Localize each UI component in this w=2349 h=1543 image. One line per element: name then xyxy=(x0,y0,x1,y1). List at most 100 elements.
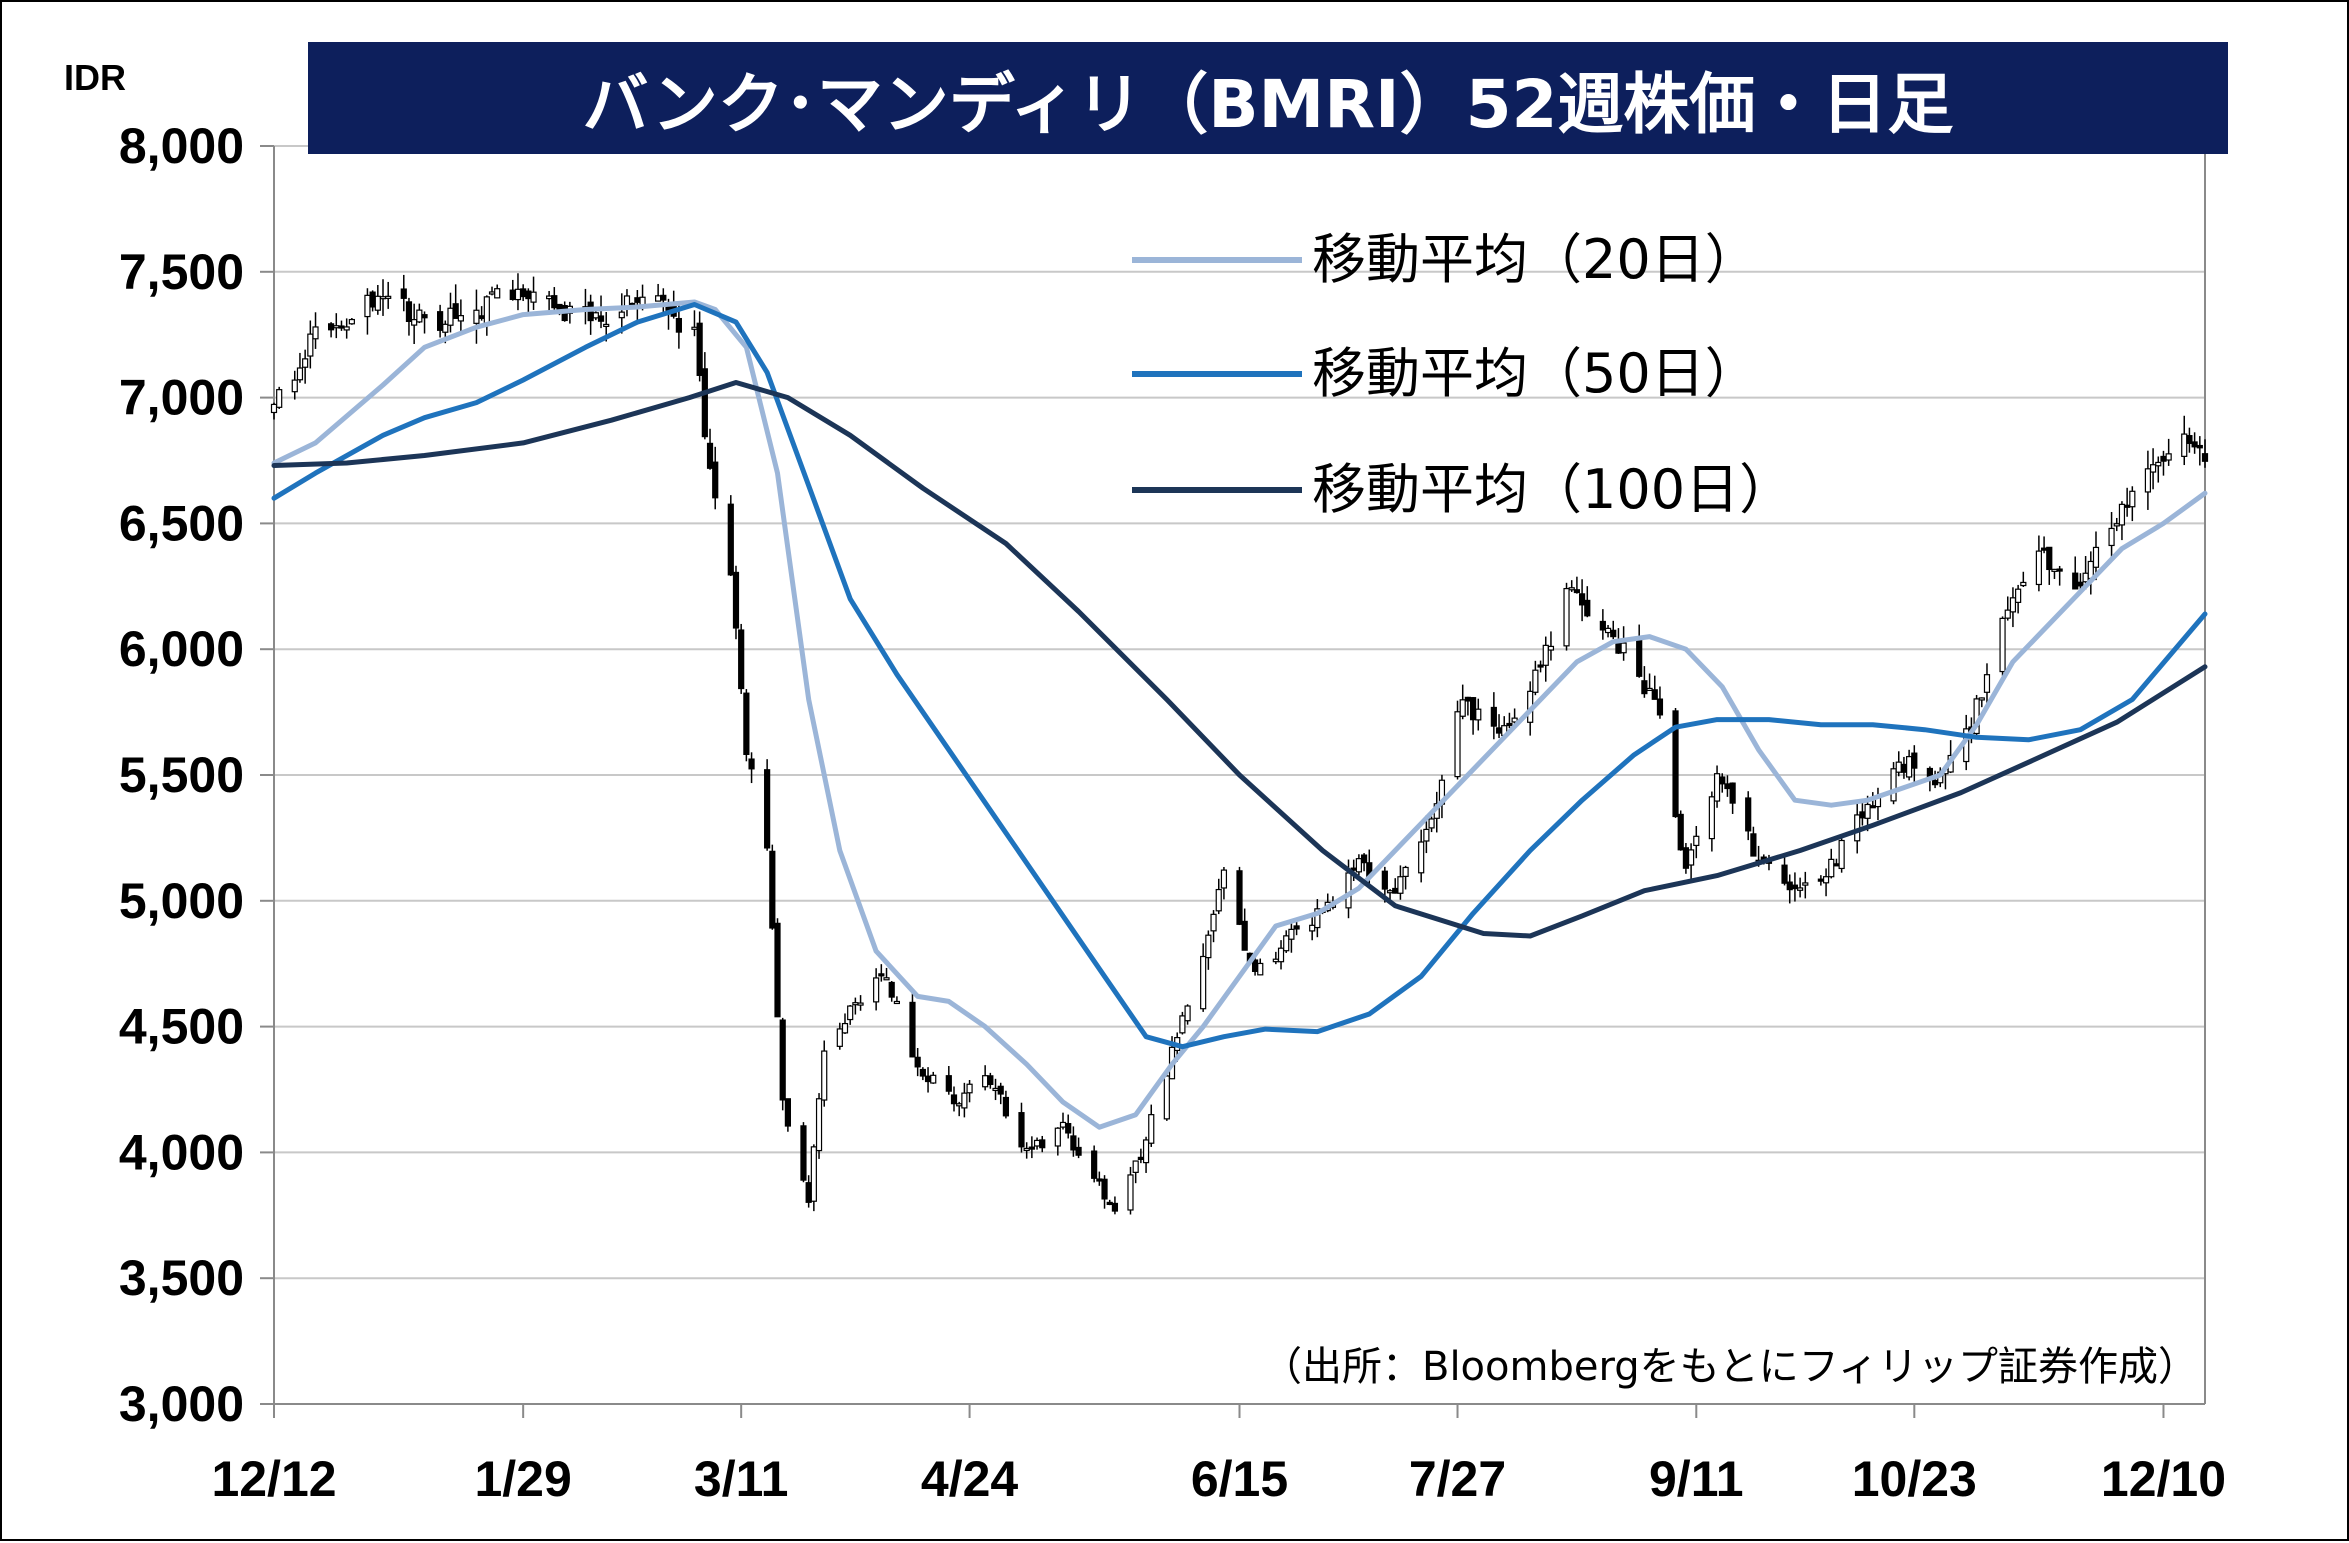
candle-body-up xyxy=(1906,756,1913,778)
candle-body-down xyxy=(769,850,776,929)
candle-body-up xyxy=(364,294,371,318)
candle-body-down xyxy=(909,1001,916,1058)
candle-body-up xyxy=(1797,887,1804,891)
candle xyxy=(1205,930,1212,970)
candle xyxy=(950,1086,958,1112)
candle-body-up xyxy=(2009,597,2017,613)
candle-body-down xyxy=(1791,884,1799,890)
candle xyxy=(452,284,459,319)
candle xyxy=(2160,450,2167,476)
candle xyxy=(1682,843,1690,874)
candle xyxy=(520,284,527,302)
candle-body-down xyxy=(748,758,755,770)
candle xyxy=(1288,919,1295,953)
y-tick-label: 6,500 xyxy=(119,495,244,551)
candle-body-down xyxy=(1729,782,1736,804)
chart-title-banner: バンク･マンディリ（BMRI）52週株価・日足 xyxy=(308,42,2228,154)
candle-body-down xyxy=(997,1085,1004,1095)
candle-body-down xyxy=(784,1098,791,1127)
candle-body-down xyxy=(1750,833,1757,857)
candle-body-down xyxy=(520,288,527,298)
candle xyxy=(909,990,916,1058)
candle xyxy=(924,1067,932,1093)
candle-body-down xyxy=(2196,444,2203,449)
candle-body-up xyxy=(1978,697,1985,701)
series-line-ma20 xyxy=(271,299,2208,1130)
candle xyxy=(343,318,350,339)
candle xyxy=(312,312,319,349)
candle-body-up xyxy=(2092,546,2100,568)
candle xyxy=(488,286,496,296)
candle xyxy=(982,1065,989,1091)
candle-body-up xyxy=(893,1000,901,1005)
candle-body-up xyxy=(1355,858,1362,873)
candle xyxy=(1142,1136,1150,1173)
candle xyxy=(2020,571,2027,588)
candle xyxy=(1469,697,1477,735)
candle-body-up xyxy=(2020,581,2027,587)
candle xyxy=(930,1071,937,1084)
y-tick-label: 3,500 xyxy=(119,1250,244,1306)
candle xyxy=(1111,1196,1119,1215)
candle-body-up xyxy=(2051,568,2058,572)
candle-body-up xyxy=(966,1083,973,1094)
candle xyxy=(1438,774,1446,819)
candle xyxy=(1272,951,1279,965)
candle-body-down xyxy=(1636,636,1643,677)
candle-body-down xyxy=(1241,920,1248,951)
candle-body-up xyxy=(2118,503,2126,526)
candle xyxy=(1184,1004,1191,1025)
candle xyxy=(1065,1114,1072,1139)
candle-body-down xyxy=(2201,453,2209,462)
candle-body-down xyxy=(779,1019,786,1101)
candle-body-up xyxy=(836,1028,843,1047)
candle-body-up xyxy=(1563,587,1570,647)
candle xyxy=(1163,1069,1170,1121)
candle xyxy=(1402,865,1409,890)
candle-body-down xyxy=(914,1056,921,1068)
candles xyxy=(270,273,2209,1215)
candle-body-down xyxy=(1039,1139,1046,1149)
candle-body-up xyxy=(411,319,418,326)
x-tick-label: 1/29 xyxy=(474,1451,571,1507)
candle-body-up xyxy=(1802,882,1809,886)
candle xyxy=(1309,915,1316,941)
candle xyxy=(1641,666,1648,698)
candle xyxy=(1220,867,1228,900)
candle-body-down xyxy=(1610,629,1617,638)
candle-body-down xyxy=(1101,1178,1108,1200)
candle xyxy=(1719,773,1726,793)
candle-body-up xyxy=(333,325,340,329)
candle xyxy=(1418,829,1425,883)
candle-body-up xyxy=(379,296,387,300)
candle xyxy=(2040,536,2048,554)
candle-body-down xyxy=(1869,805,1876,809)
candle xyxy=(2087,551,2094,595)
candle xyxy=(296,352,304,383)
candle xyxy=(457,299,464,335)
candle xyxy=(997,1082,1004,1105)
candle xyxy=(1978,697,1985,708)
candle-body-up xyxy=(1277,947,1285,963)
y-tick-label: 6,000 xyxy=(119,621,244,677)
candle-body-down xyxy=(774,922,781,1018)
candle xyxy=(2144,450,2152,510)
candle xyxy=(1075,1137,1082,1159)
candle xyxy=(1573,576,1581,594)
candle-body-up xyxy=(270,403,278,414)
candle-body-up xyxy=(1205,934,1212,959)
candle-body-up xyxy=(530,291,537,303)
candle xyxy=(1610,620,1617,640)
candle-body-up xyxy=(1475,708,1482,721)
candle-body-down xyxy=(950,1094,958,1105)
candle xyxy=(2124,487,2131,517)
legend-label-ma50: 移動平均（50日） xyxy=(1312,342,1759,405)
candle-body-up xyxy=(457,315,464,322)
candle xyxy=(1490,692,1497,740)
candle-body-up xyxy=(1314,908,1321,929)
candle-body-down xyxy=(1293,925,1300,930)
candle-body-up xyxy=(447,307,454,326)
candle xyxy=(2004,596,2011,621)
candle-body-down xyxy=(525,290,532,300)
candle-body-up xyxy=(312,326,319,340)
